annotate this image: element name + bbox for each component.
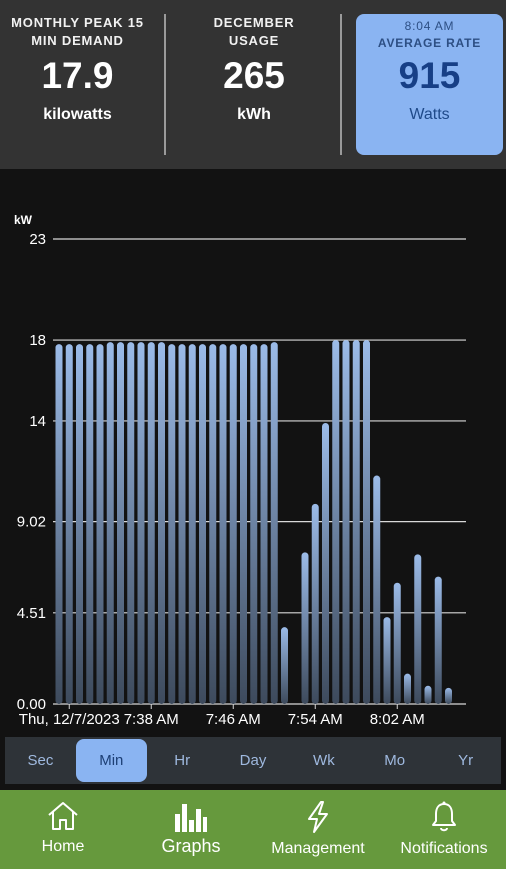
demand-bar[interactable] (434, 576, 442, 704)
average-rate-time: 8:04 AM (404, 19, 455, 33)
demand-bar-chart[interactable]: kW 23 18 14 9.02 4.51 0.00 Thu, 12/7/2023 7:38… (0, 169, 506, 737)
bell-icon (432, 801, 456, 832)
usage-value: 265 (223, 55, 285, 96)
demand-bar[interactable] (250, 344, 258, 704)
nav-home-label: Home (41, 838, 85, 855)
demand-bar[interactable] (137, 342, 145, 704)
demand-bar[interactable] (393, 582, 401, 704)
lightning-icon (308, 801, 328, 833)
y-tick-label: 23 (29, 231, 46, 248)
demand-bar[interactable] (332, 340, 340, 704)
x-tick-label: Thu, 12/7/2023 (19, 711, 120, 728)
stat-divider (164, 14, 166, 155)
peak-demand-value: 17.9 (41, 55, 114, 96)
demand-bar[interactable] (445, 687, 452, 704)
peak-demand-label-line1: MONTHLY PEAK 15 (11, 15, 144, 30)
demand-bar[interactable] (209, 344, 217, 704)
demand-bar[interactable] (86, 344, 94, 704)
range-hr[interactable]: Hr (174, 752, 191, 769)
nav-management[interactable]: Management (262, 790, 374, 869)
demand-bar[interactable] (424, 685, 432, 704)
demand-bar[interactable] (363, 340, 370, 704)
range-wk[interactable]: Wk (313, 752, 335, 769)
x-tick-label: 7:46 AM (206, 711, 261, 728)
demand-bar[interactable] (158, 342, 165, 704)
demand-bar[interactable] (240, 344, 247, 704)
nav-graphs[interactable]: Graphs (148, 790, 234, 869)
peak-demand-stat: MONTHLY PEAK 15 MIN DEMAND 17.9 kilowatt… (0, 0, 155, 169)
time-range-selector: Sec Min Hr Day Wk Mo Yr (5, 737, 501, 784)
demand-bar[interactable] (342, 340, 350, 704)
demand-bar[interactable] (383, 617, 391, 704)
x-tick-label: 8:02 AM (370, 711, 425, 728)
range-yr[interactable]: Yr (458, 752, 474, 769)
demand-bar[interactable] (281, 627, 288, 704)
demand-bar[interactable] (352, 340, 360, 704)
range-sec[interactable]: Sec (27, 752, 54, 769)
y-axis-label: kW (14, 213, 33, 227)
demand-bar[interactable] (117, 342, 124, 704)
stats-panel: MONTHLY PEAK 15 MIN DEMAND 17.9 kilowatt… (0, 0, 506, 169)
demand-bar[interactable] (260, 344, 268, 704)
usage-label-line1: DECEMBER (213, 15, 295, 30)
x-tick-label: 7:38 AM (124, 711, 179, 728)
demand-bar[interactable] (311, 503, 319, 704)
demand-bar[interactable] (301, 552, 309, 704)
nav-graphs-label: Graphs (161, 836, 221, 856)
demand-bar[interactable] (229, 344, 237, 704)
average-rate-label: AVERAGE RATE (377, 36, 482, 50)
y-tick-label: 14 (29, 413, 46, 430)
home-icon (48, 802, 78, 830)
range-mo[interactable]: Mo (384, 752, 406, 769)
demand-bar[interactable] (270, 342, 278, 704)
demand-bar[interactable] (168, 344, 176, 704)
average-rate-stat: 8:04 AM AVERAGE RATE 915 Watts (356, 14, 503, 155)
y-tick-label: 4.51 (17, 605, 46, 622)
nav-notifications-label: Notifications (400, 840, 488, 857)
demand-bar[interactable] (147, 342, 155, 704)
bar-chart-icon (175, 804, 207, 832)
demand-bar[interactable] (127, 342, 135, 704)
y-tick-label: 0.00 (17, 696, 46, 713)
nav-home[interactable]: Home (20, 790, 106, 869)
demand-bar[interactable] (55, 344, 63, 704)
usage-unit: kWh (237, 106, 271, 123)
average-rate-unit: Watts (409, 106, 450, 123)
usage-label-line2: USAGE (228, 33, 280, 48)
peak-demand-label-line2: MIN DEMAND (31, 33, 124, 48)
range-day[interactable]: Day (239, 752, 267, 769)
peak-demand-unit: kilowatts (43, 106, 112, 123)
demand-bar[interactable] (65, 344, 73, 704)
nav-management-label: Management (271, 840, 365, 857)
demand-bar[interactable] (322, 422, 329, 704)
monthly-usage-stat: DECEMBER USAGE 265 kWh (168, 0, 340, 169)
demand-bar[interactable] (76, 344, 83, 704)
x-tick-label: 7:54 AM (288, 711, 343, 728)
nav-notifications[interactable]: Notifications (388, 790, 500, 869)
demand-bar[interactable] (219, 344, 227, 704)
bottom-navigation: Home Graphs Management Notifications (0, 790, 506, 869)
stat-divider (340, 14, 342, 155)
demand-bar[interactable] (199, 344, 206, 704)
demand-bar[interactable] (188, 344, 196, 704)
demand-bar[interactable] (373, 475, 381, 704)
demand-bar[interactable] (404, 673, 411, 704)
demand-bar[interactable] (178, 344, 186, 704)
average-rate-value: 915 (398, 55, 461, 96)
y-tick-label: 18 (29, 332, 46, 349)
demand-bar[interactable] (96, 344, 104, 704)
y-tick-label: 9.02 (17, 514, 46, 531)
demand-bar[interactable] (414, 554, 422, 704)
range-min[interactable]: Min (75, 739, 147, 782)
demand-bar[interactable] (106, 342, 114, 704)
demand-chart[interactable]: kW 23 18 14 9.02 4.51 0.00 Thu, 12/7/2023 7:38… (0, 169, 506, 737)
